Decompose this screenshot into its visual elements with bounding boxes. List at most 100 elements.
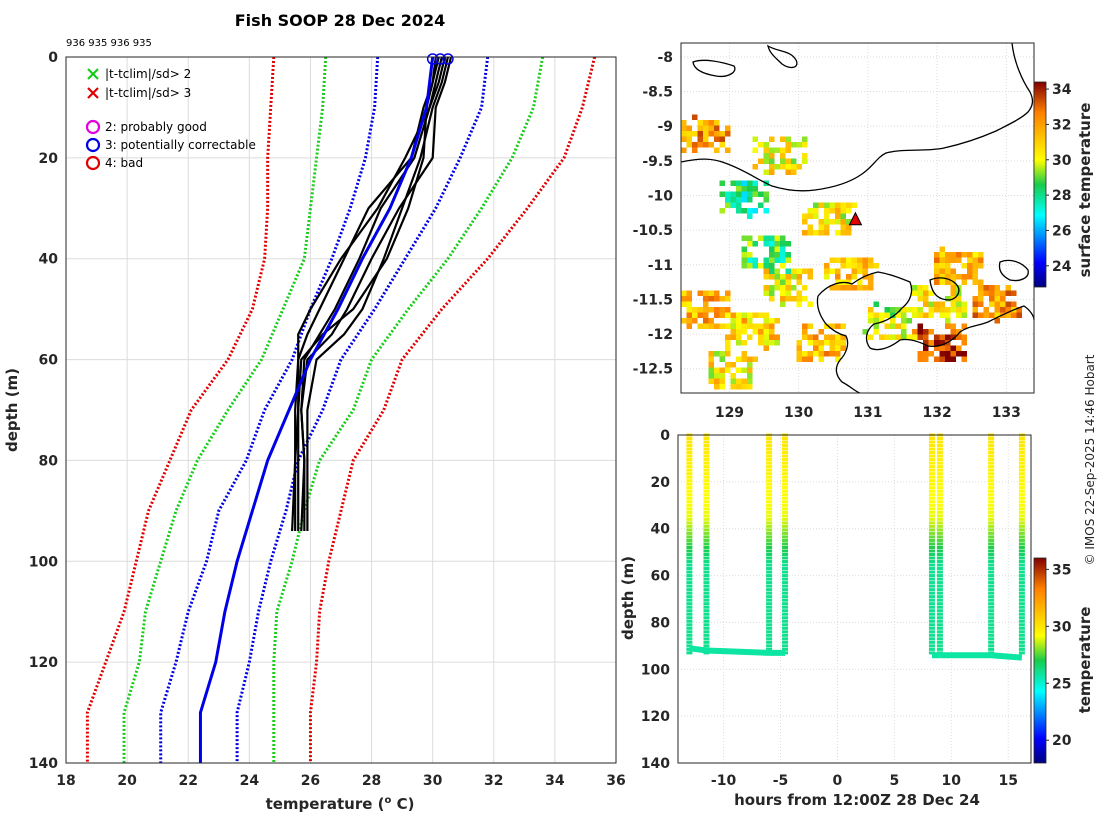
sst-pixel — [708, 125, 714, 131]
cast-sample — [766, 500, 773, 504]
cast-sample — [936, 591, 943, 595]
cast-sample — [766, 510, 773, 514]
cast-sample — [686, 531, 693, 535]
sst-pixel — [747, 241, 753, 247]
sst-pixel — [802, 230, 808, 236]
sst-pixel — [741, 257, 747, 263]
cast-sample — [703, 440, 710, 444]
sst-pixel — [934, 263, 940, 269]
profile-line-0 — [306, 56, 450, 532]
sst-pixel — [807, 213, 813, 219]
sst-pixel — [730, 362, 736, 368]
sst-pixel — [961, 301, 967, 307]
sst-pixel — [928, 301, 934, 307]
sst-pixel — [763, 274, 769, 280]
cast-sample — [988, 472, 995, 476]
sst-pixel — [906, 307, 912, 313]
map-ytick: -11.5 — [633, 292, 673, 308]
cast-sample — [782, 570, 789, 574]
sst-pixel — [818, 219, 824, 225]
cast-sample — [936, 623, 943, 627]
sst-pixel — [939, 312, 945, 318]
cast-sample — [686, 486, 693, 490]
tow-bottom-segment — [990, 652, 1023, 661]
sst-pixel — [741, 180, 747, 186]
sst-pixel — [780, 158, 786, 164]
sst-pixel — [763, 197, 769, 203]
cast-sample — [988, 489, 995, 493]
sst-pixel — [813, 340, 819, 346]
sst-pixel — [923, 312, 929, 318]
sst-pixel — [747, 186, 753, 192]
cast-sample — [1018, 489, 1025, 493]
cast-sample — [988, 577, 995, 581]
sst-pixel — [835, 285, 841, 291]
sst-pixel — [824, 202, 830, 208]
sst-pixel — [835, 345, 841, 351]
ts-colorbar-ticklabel: 20 — [1052, 733, 1072, 749]
sst-pixel — [945, 318, 951, 324]
cast-sample — [928, 437, 935, 441]
sst-pixel — [774, 252, 780, 258]
sst-pixel — [818, 329, 824, 335]
cast-sample — [928, 612, 935, 616]
sst-pixel — [1000, 290, 1006, 296]
sst-pixel — [752, 263, 758, 269]
sst-pixel — [945, 279, 951, 285]
sst-pixel — [752, 136, 758, 142]
cast-sample — [686, 475, 693, 479]
sst-pixel — [681, 290, 687, 296]
cast-sample — [766, 486, 773, 490]
cast-sample — [766, 630, 773, 634]
sst-pixel — [780, 136, 786, 142]
cast-sample — [936, 472, 943, 476]
cast-sample — [686, 577, 693, 581]
cast-sample — [988, 602, 995, 606]
map-colorbar-ticklabel: 28 — [1052, 188, 1071, 204]
coastline — [680, 42, 1035, 394]
sst-pixel — [741, 384, 747, 390]
sst-pixel — [785, 169, 791, 175]
legend-label: 3: potentially correctable — [105, 138, 256, 152]
cast-sample — [936, 479, 943, 483]
cast-sample — [782, 647, 789, 651]
cast-sample — [988, 447, 995, 451]
map-ytick: -11 — [648, 258, 673, 274]
cast-sample — [1018, 595, 1025, 599]
cast-sample — [782, 630, 789, 634]
sst-pixel — [719, 323, 725, 329]
sst-pixel — [923, 301, 929, 307]
cast-sample — [703, 609, 710, 613]
cast-sample — [782, 563, 789, 567]
cast-sample — [988, 623, 995, 627]
cast-sample — [1018, 535, 1025, 539]
sst-pixel — [736, 340, 742, 346]
sst-pixel — [714, 307, 720, 313]
sst-pixel — [774, 241, 780, 247]
sst-pixel — [890, 312, 896, 318]
cast-sample — [1018, 602, 1025, 606]
map-sst-pixels — [681, 114, 1022, 390]
cast-sample — [703, 595, 710, 599]
sst-pixel — [730, 318, 736, 324]
sst-pixel — [868, 307, 874, 313]
sst-pixel — [763, 290, 769, 296]
cast-sample — [766, 489, 773, 493]
cast-sample — [1018, 451, 1025, 455]
cast-sample — [782, 545, 789, 549]
cast-sample — [928, 465, 935, 469]
sst-pixel — [780, 301, 786, 307]
cast-sample — [782, 574, 789, 578]
sst-pixel — [829, 202, 835, 208]
ts-colorbar-ticklabel: 30 — [1052, 619, 1072, 635]
cast-sample — [766, 637, 773, 641]
ts-ytick: 60 — [651, 569, 671, 585]
cast-sample — [928, 503, 935, 507]
sst-pixel — [725, 296, 731, 302]
cast-sample — [782, 616, 789, 620]
sst-pixel — [818, 340, 824, 346]
sst-pixel — [736, 180, 742, 186]
map-ytick: -8.5 — [642, 85, 673, 101]
sst-pixel — [802, 219, 808, 225]
cast-sample — [782, 644, 789, 648]
